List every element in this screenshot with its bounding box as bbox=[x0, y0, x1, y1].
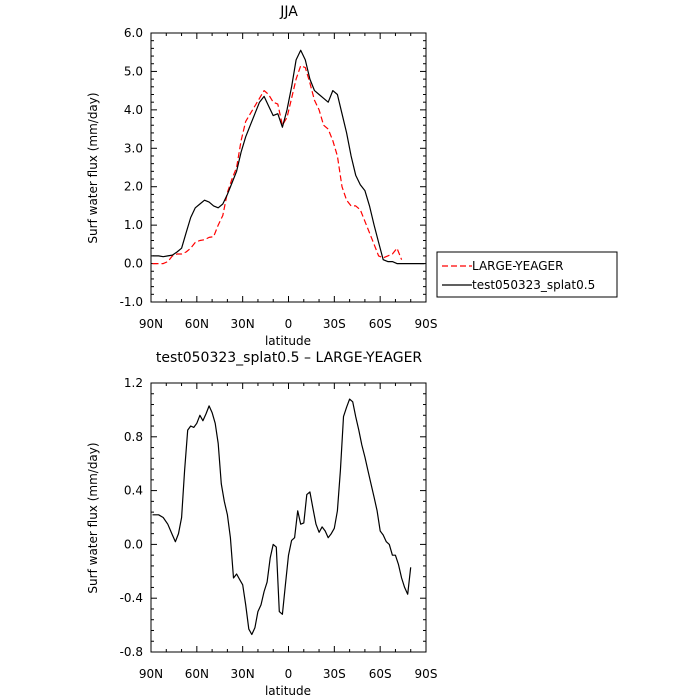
bottom-y-axis-title: Surf water flux (mm/day) bbox=[86, 442, 100, 593]
top-y-tick-label: 3.0 bbox=[124, 141, 143, 155]
top-x-tick-label: 60S bbox=[369, 317, 392, 331]
top-panel: JJA -1.0 0.0 1.0 2.0 3.0 4.0 5.0 6.0 90N 60N 30N 0… bbox=[86, 4, 618, 348]
bottom-x-tick-label: 90N bbox=[139, 667, 163, 681]
bottom-series-line-difference bbox=[152, 398, 412, 636]
top-y-tick-label: 6.0 bbox=[124, 26, 143, 40]
top-chart-title: JJA bbox=[279, 4, 298, 20]
legend-box bbox=[436, 251, 618, 298]
top-y-tick-label: 2.0 bbox=[124, 180, 143, 194]
top-x-tick-label: 90S bbox=[415, 317, 438, 331]
top-series-group bbox=[152, 49, 425, 265]
bottom-x-tick-label: 30S bbox=[323, 667, 346, 681]
bottom-y-tick-label: 0.0 bbox=[124, 537, 143, 551]
top-y-tick-label: 5.0 bbox=[124, 64, 143, 78]
top-y-tick-label: -1.0 bbox=[120, 295, 143, 309]
bottom-x-tick-label: 0 bbox=[285, 667, 293, 681]
legend-label-large-yeager: LARGE-YEAGER bbox=[472, 259, 563, 273]
top-y-tick-label: 0.0 bbox=[124, 257, 143, 271]
top-series-line-large-yeager bbox=[152, 65, 403, 265]
top-x-axis-title: latitude bbox=[265, 334, 311, 348]
top-plot-frame bbox=[150, 32, 427, 303]
top-x-tick-label: 90N bbox=[139, 317, 163, 331]
bottom-panel: test050323_splat0.5 – LARGE-YEAGER -0.8-… bbox=[86, 350, 437, 698]
top-x-tick-label: 30S bbox=[323, 317, 346, 331]
bottom-y-axis: -0.8 -0.4 0.0 0.4 0.8 1.2 bbox=[120, 376, 426, 659]
top-y-axis-title: Surf water flux (mm/day) bbox=[86, 92, 100, 243]
top-y-axis: -1.0 0.0 1.0 2.0 3.0 4.0 5.0 6.0 bbox=[120, 26, 426, 309]
top-x-tick-label: 0 bbox=[285, 317, 293, 331]
top-x-tick-label: 30N bbox=[231, 317, 255, 331]
bottom-y-tick-label: -0.4 bbox=[120, 591, 143, 605]
bottom-y-tick-label: 0.8 bbox=[124, 430, 143, 444]
bottom-y-tick-label: -0.8 bbox=[120, 645, 143, 659]
top-series-line-test050323-splat0-5 bbox=[152, 49, 425, 265]
bottom-x-tick-label: 60S bbox=[369, 667, 392, 681]
top-y-tick-label: 4.0 bbox=[124, 103, 143, 117]
bottom-plot-frame bbox=[150, 382, 427, 653]
top-x-axis: 90N 60N 30N 0 30S 60S 90S bbox=[139, 33, 438, 331]
bottom-chart-title: test050323_splat0.5 – LARGE-YEAGER bbox=[156, 350, 423, 366]
bottom-x-tick-label: 60N bbox=[185, 667, 209, 681]
bottom-series-group bbox=[152, 398, 412, 636]
bottom-y-tick-label: 0.4 bbox=[124, 484, 143, 498]
bottom-y-tick-label: 1.2 bbox=[124, 376, 143, 390]
bottom-x-tick-label: 90S bbox=[415, 667, 438, 681]
bottom-x-tick-label: 30N bbox=[231, 667, 255, 681]
legend-label-test050323: test050323_splat0.5 bbox=[472, 278, 595, 292]
bottom-x-axis-title: latitude bbox=[265, 684, 311, 698]
top-legend: LARGE-YEAGER test050323_splat0.5 bbox=[436, 251, 618, 298]
top-y-tick-label: 1.0 bbox=[124, 218, 143, 232]
bottom-x-axis: 90N 60N 30N 0 30S 60S 90S bbox=[139, 383, 438, 681]
top-x-tick-label: 60N bbox=[185, 317, 209, 331]
